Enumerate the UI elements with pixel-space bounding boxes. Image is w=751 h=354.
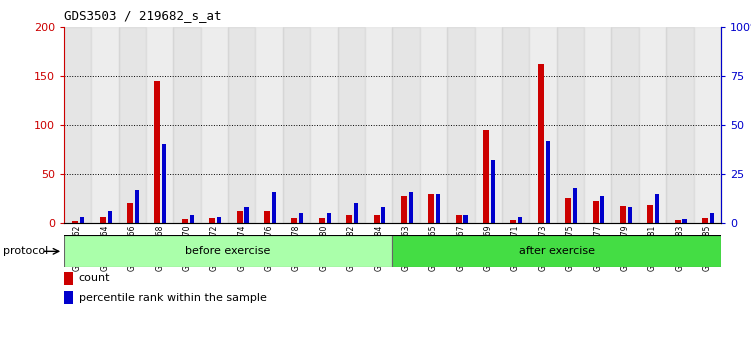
Bar: [702, 218, 708, 223]
Text: protocol: protocol: [3, 246, 48, 256]
Bar: [318, 218, 324, 223]
Bar: [365, 27, 392, 223]
Bar: [327, 213, 330, 223]
Bar: [299, 213, 303, 223]
Bar: [237, 211, 243, 223]
Bar: [228, 27, 255, 223]
Bar: [217, 217, 221, 223]
Bar: [107, 211, 112, 223]
Bar: [600, 195, 605, 223]
Bar: [483, 130, 489, 223]
Bar: [694, 27, 721, 223]
Bar: [182, 219, 188, 223]
Bar: [382, 207, 385, 223]
Bar: [620, 206, 626, 223]
Bar: [64, 27, 91, 223]
Bar: [401, 195, 407, 223]
Bar: [611, 27, 639, 223]
Bar: [392, 27, 420, 223]
Bar: [244, 207, 249, 223]
Bar: [72, 221, 78, 223]
Bar: [593, 201, 599, 223]
Bar: [556, 27, 584, 223]
Bar: [463, 215, 468, 223]
Bar: [518, 217, 522, 223]
Bar: [710, 213, 714, 223]
Bar: [655, 194, 659, 223]
Bar: [392, 235, 721, 267]
Bar: [566, 199, 572, 223]
Bar: [272, 192, 276, 223]
Bar: [100, 217, 106, 223]
Bar: [291, 218, 297, 223]
Bar: [255, 27, 283, 223]
Bar: [639, 27, 666, 223]
Bar: [264, 211, 270, 223]
Bar: [91, 27, 119, 223]
Bar: [346, 215, 352, 223]
Text: GDS3503 / 219682_s_at: GDS3503 / 219682_s_at: [64, 9, 222, 22]
Bar: [428, 194, 434, 223]
Bar: [683, 219, 686, 223]
Bar: [354, 203, 358, 223]
Bar: [502, 27, 529, 223]
Bar: [447, 27, 475, 223]
Bar: [545, 141, 550, 223]
Bar: [436, 194, 440, 223]
Bar: [475, 27, 502, 223]
Bar: [409, 192, 413, 223]
Bar: [373, 215, 379, 223]
Bar: [173, 27, 201, 223]
Text: after exercise: after exercise: [519, 246, 595, 256]
Bar: [146, 27, 173, 223]
Bar: [584, 27, 611, 223]
Bar: [666, 27, 694, 223]
Bar: [135, 190, 139, 223]
Text: count: count: [79, 273, 110, 283]
Bar: [338, 27, 365, 223]
Bar: [80, 217, 84, 223]
Bar: [155, 81, 161, 223]
Bar: [647, 205, 653, 223]
Bar: [529, 27, 556, 223]
Bar: [456, 215, 462, 223]
Bar: [201, 27, 228, 223]
Bar: [491, 160, 495, 223]
Text: before exercise: before exercise: [185, 246, 271, 256]
Bar: [538, 64, 544, 223]
Bar: [628, 207, 632, 223]
Bar: [283, 27, 310, 223]
Bar: [162, 144, 167, 223]
Bar: [573, 188, 577, 223]
Text: percentile rank within the sample: percentile rank within the sample: [79, 293, 267, 303]
Bar: [190, 215, 194, 223]
Bar: [127, 203, 133, 223]
Bar: [64, 235, 392, 267]
Bar: [420, 27, 447, 223]
Bar: [119, 27, 146, 223]
Bar: [310, 27, 338, 223]
Bar: [674, 220, 680, 223]
Bar: [210, 218, 216, 223]
Bar: [511, 220, 517, 223]
